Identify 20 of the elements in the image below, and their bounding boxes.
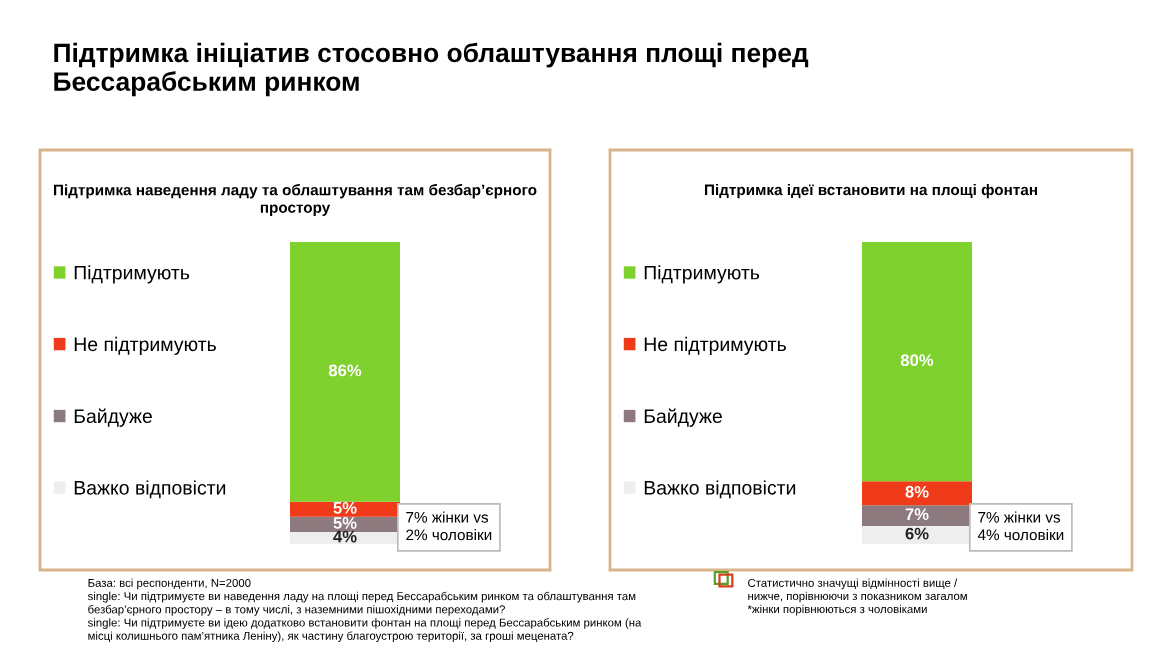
bar [862, 481, 972, 506]
legend-label: Байдуже [74, 408, 152, 427]
data-label: 5% [333, 501, 357, 514]
data-label: 8% [905, 485, 929, 498]
data-label: 7% [905, 508, 929, 521]
legend-label: Не підтримують [644, 336, 786, 355]
legend-label: Підтримують [74, 265, 190, 284]
legend-label: Байдуже [644, 408, 722, 427]
data-label: 86% [328, 364, 362, 377]
chart-title: Підтримка ініціатив стосовно облаштування площі перед Бессарабським ринком [54, 42, 809, 97]
bar [290, 242, 400, 502]
legend-label: Важко відповісти [74, 480, 226, 499]
legend-label: Підтримують [644, 265, 760, 284]
data-label: 6% [905, 527, 929, 540]
data-label: 80% [900, 354, 934, 367]
legend-label: Не підтримують [74, 336, 216, 355]
data-label: 5% [333, 517, 357, 529]
data-label: 4% [333, 530, 357, 543]
bar [862, 242, 972, 482]
legend-label: Важко відповісти [644, 480, 796, 499]
